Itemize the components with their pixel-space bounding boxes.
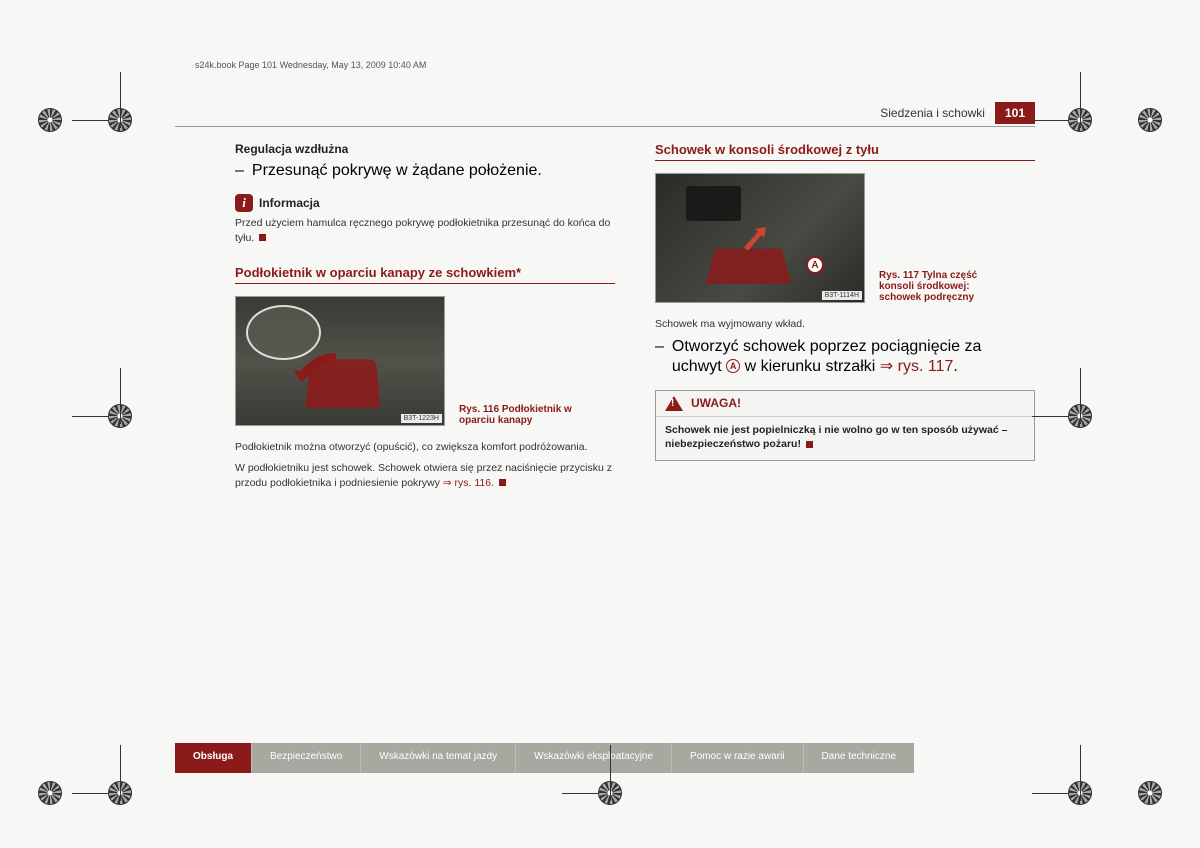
paragraph: Podłokietnik można otworzyć (opuścić), c… xyxy=(235,440,615,455)
dash: – xyxy=(655,338,664,376)
tab-wskazowki-jazdy[interactable]: Wskazówki na temat jazdy xyxy=(360,743,515,773)
arrow-ref-icon: ⇒ xyxy=(880,358,898,375)
subheading-regulacja: Regulacja wzdłużna xyxy=(235,142,615,156)
crop-mark-icon xyxy=(1060,773,1100,813)
info-heading: i Informacja xyxy=(235,194,615,212)
crop-mark-icon xyxy=(590,773,630,813)
crop-mark-icon xyxy=(1060,396,1100,436)
figure-116-caption: Rys. 116 Podłokietnik w oparciu kanapy xyxy=(459,404,589,426)
crop-mark-icon xyxy=(1130,100,1170,140)
figure-117-caption: Rys. 117 Tylna część konsoli środkowej: … xyxy=(879,270,1009,303)
figure-117: A B3T-1114H xyxy=(655,173,865,303)
footer-tabs: Obsługa Bezpieczeństwo Wskazówki na tema… xyxy=(175,743,914,773)
warning-title: UWAGA! xyxy=(691,396,741,410)
warning-box: UWAGA! Schowek nie jest popielniczką i n… xyxy=(655,390,1035,461)
bullet-text: Przesunąć pokrywę w żądane położenie. xyxy=(252,162,542,180)
figure-code: B3T-1114H xyxy=(822,291,862,300)
info-label: Informacja xyxy=(259,196,320,210)
tab-bezpieczenstwo[interactable]: Bezpieczeństwo xyxy=(251,743,360,773)
figure-116: B3T-1223H xyxy=(235,296,445,426)
page-number: 101 xyxy=(995,102,1035,124)
print-stamp: s24k.book Page 101 Wednesday, May 13, 20… xyxy=(195,60,426,70)
tab-pomoc[interactable]: Pomoc w razie awarii xyxy=(671,743,802,773)
crop-mark-icon xyxy=(1060,100,1100,140)
page: s24k.book Page 101 Wednesday, May 13, 20… xyxy=(175,60,1035,760)
tab-wskazowki-eksploatacyjne[interactable]: Wskazówki eksploatacyjne xyxy=(515,743,671,773)
list-item: – Przesunąć pokrywę w żądane położenie. xyxy=(235,162,615,180)
right-column: Schowek w konsoli środkowej z tyłu A B3T… xyxy=(655,142,1035,490)
figure-reference: rys. 116 xyxy=(455,477,492,489)
inline-marker-a: A xyxy=(726,359,740,373)
crop-mark-icon xyxy=(1130,773,1170,813)
figure-117-row: A B3T-1114H Rys. 117 Tylna część konsoli… xyxy=(655,173,1035,303)
crop-mark-icon xyxy=(30,773,70,813)
crop-mark-icon xyxy=(100,773,140,813)
content-columns: Regulacja wzdłużna – Przesunąć pokrywę w… xyxy=(235,142,1035,490)
section-title-schowek: Schowek w konsoli środkowej z tyłu xyxy=(655,142,1035,161)
warning-header: UWAGA! xyxy=(656,391,1034,417)
paragraph: Schowek ma wyjmowany wkład. xyxy=(655,317,1035,332)
section-title-armrest: Podłokietnik w oparciu kanapy ze schowki… xyxy=(235,265,615,284)
crop-mark-icon xyxy=(100,396,140,436)
figure-panel xyxy=(686,186,741,221)
end-marker-icon xyxy=(806,441,813,448)
arrow-ref-icon: ⇒ xyxy=(443,477,455,489)
chapter-title: Siedzenia i schowki xyxy=(880,106,985,120)
crop-mark-icon xyxy=(30,100,70,140)
crop-mark-icon xyxy=(100,100,140,140)
figure-marker-a: A xyxy=(806,256,824,274)
warning-triangle-icon xyxy=(665,396,683,411)
paragraph: W podłokietniku jest schowek. Schowek ot… xyxy=(235,461,615,490)
list-item: – Otworzyć schowek poprzez pociągnięcie … xyxy=(655,338,1035,376)
bullet-text: Otworzyć schowek poprzez pociągnięcie za… xyxy=(672,338,1035,376)
end-marker-icon xyxy=(259,234,266,241)
tab-obsluga[interactable]: Obsługa xyxy=(175,743,251,773)
info-paragraph: Przed użyciem hamulca ręcznego pokrywę p… xyxy=(235,216,615,245)
page-header: Siedzenia i schowki 101 xyxy=(880,102,1035,124)
figure-reference: rys. 117 xyxy=(898,358,954,375)
info-icon: i xyxy=(235,194,253,212)
curved-arrow-icon xyxy=(286,352,346,392)
header-rule xyxy=(175,126,1035,127)
arrow-icon xyxy=(741,224,771,254)
warning-body: Schowek nie jest popielniczką i nie woln… xyxy=(656,417,1034,460)
dash: – xyxy=(235,162,244,180)
left-column: Regulacja wzdłużna – Przesunąć pokrywę w… xyxy=(235,142,615,490)
end-marker-icon xyxy=(499,479,506,486)
tab-dane-techniczne[interactable]: Dane techniczne xyxy=(803,743,915,773)
figure-code: B3T-1223H xyxy=(401,414,442,423)
figure-116-row: B3T-1223H Rys. 116 Podłokietnik w oparci… xyxy=(235,296,615,426)
